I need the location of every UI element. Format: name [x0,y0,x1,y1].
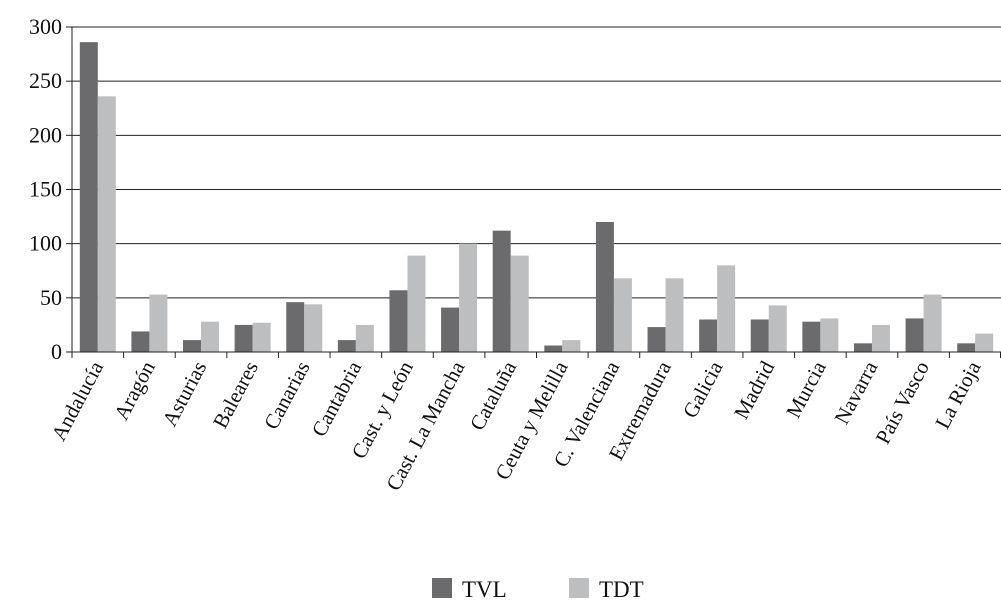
bar-tvl-2 [183,340,202,352]
x-category-labels: Andalucía AragónAsturiasBalearesCanariasC… [47,356,986,494]
y-tick-label: 200 [29,122,62,147]
x-category-label: Aragón [109,357,160,424]
bar-tvl-1 [131,331,150,352]
bar-tvl-3 [234,324,253,352]
bar-tvl-10 [595,222,614,352]
y-tick-labels: 0 50 100 150 200 250 300 [29,14,62,364]
bar-tdt-13 [768,305,787,352]
bar-tdt-11 [665,278,684,352]
bar-tdt-2 [201,321,220,352]
y-tick-label: 50 [40,285,62,310]
x-category-label: Baleares [208,357,263,432]
bar-tvl-12 [699,319,718,352]
bar-tdt-6 [407,255,426,352]
bar-tvl-6 [389,290,408,352]
bar-tdt-3 [252,322,271,352]
bar-tvl-14 [802,321,821,352]
bar-tdt-1 [149,294,168,352]
bar-tdt-15 [871,324,890,352]
gridlines [72,26,1001,299]
bar-tdt-4 [304,304,323,352]
bar-tdt-16 [923,294,942,352]
bar-tvl-17 [957,343,976,352]
bar-tdt-5 [355,324,374,352]
x-category-label: Madrid [729,357,779,423]
bar-tdt-17 [975,333,994,352]
bar-tvl-7 [441,307,460,352]
bar-tdt-0 [97,96,116,352]
bar-tdt-7 [459,243,478,352]
bar-tdt-14 [820,318,839,352]
axes [66,26,1001,358]
bar-tdt-10 [613,278,632,352]
bar-tvl-11 [647,327,666,352]
bar-tdt-12 [717,265,736,352]
bars [79,42,994,353]
bar-tvl-16 [905,318,924,352]
x-category-label: La Rioja [930,356,986,432]
legend-swatch-tvl [432,578,452,598]
x-category-label: Cantabria [307,356,367,440]
legend-label-tvl: TVL [462,577,507,601]
y-tick-label: 250 [29,68,62,93]
bar-tvl-4 [286,302,305,352]
bar-tvl-15 [853,343,872,352]
x-category-label: Navarra [829,356,882,428]
bar-tdt-8 [510,255,529,352]
y-tick-label: 0 [51,339,62,364]
bar-tvl-13 [750,319,769,352]
legend-swatch-tdt [569,578,589,598]
x-category-label: Cataluña [465,356,522,434]
legend: TVL TDT [432,577,644,601]
x-category-label: Andalucía [47,356,109,444]
legend-label-tdt: TDT [599,577,644,601]
x-category-label: Galicia [678,356,728,421]
bar-tdt-9 [562,340,581,352]
bar-tvl-8 [492,230,511,352]
y-tick-label: 100 [29,231,62,256]
y-tick-label: 300 [29,14,62,39]
y-tick-label: 150 [29,177,62,202]
x-category-label: Murcia [781,356,831,421]
x-category-label: Asturias [157,357,211,430]
bar-tvl-5 [337,340,356,352]
x-category-label: Canarias [259,357,315,433]
bar-tvl-9 [544,345,563,352]
bar-tvl-0 [79,42,98,353]
